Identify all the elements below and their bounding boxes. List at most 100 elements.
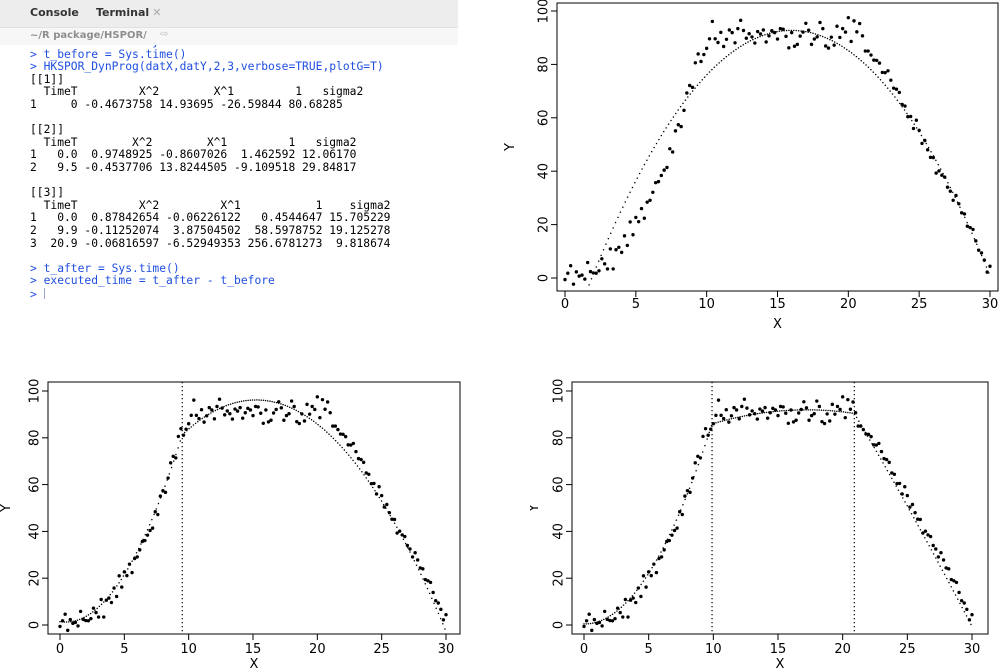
- fit-dot: [620, 606, 623, 608]
- data-point: [189, 413, 193, 418]
- data-point: [602, 262, 607, 266]
- working-directory-bar: ~/R package/HSPOR/ ⇨: [0, 28, 458, 45]
- data-point: [778, 404, 783, 409]
- data-point: [799, 407, 803, 412]
- data-point: [877, 441, 881, 446]
- fit-dot: [610, 232, 612, 234]
- data-point: [784, 34, 788, 39]
- data-point: [587, 612, 591, 616]
- data-point: [403, 534, 407, 539]
- plot-panel-fit-2: 0 5 10 15 20 25 30 0 20 40 60 80 100 X Y: [0, 372, 470, 672]
- data-point: [99, 597, 103, 602]
- data-point: [825, 412, 829, 416]
- fit-dot: [177, 447, 179, 449]
- x-tick-label: 5: [645, 642, 653, 657]
- fit-dot: [847, 411, 849, 414]
- data-point: [656, 179, 661, 184]
- fit-dot: [858, 420, 860, 422]
- data-point: [863, 49, 868, 53]
- fit-dot: [838, 44, 841, 46]
- console-panel[interactable]: Console Terminal✕ > #under continuity co…: [0, 0, 458, 340]
- console-output-line: [30, 112, 458, 125]
- fit-dot: [417, 569, 420, 571]
- data-point: [585, 260, 590, 265]
- data-point: [153, 510, 157, 514]
- fit-dot: [315, 422, 317, 424]
- data-point: [861, 427, 866, 432]
- fit-dot: [781, 410, 783, 412]
- data-point: [676, 123, 681, 127]
- data-point: [724, 37, 729, 42]
- tab-console[interactable]: Console: [30, 6, 79, 19]
- fit-dot: [734, 416, 737, 419]
- fit-dot: [347, 454, 350, 456]
- data-point: [784, 411, 788, 415]
- fit-dot: [891, 477, 893, 480]
- data-point: [747, 31, 751, 36]
- console-command-line: > executed_time = t_after - t_before: [30, 274, 275, 288]
- goto-directory-icon[interactable]: ⇨: [160, 29, 169, 40]
- data-point: [413, 550, 417, 555]
- close-icon[interactable]: ✕: [152, 6, 162, 19]
- fit-dot: [882, 81, 884, 84]
- console-output-line: 1 0.0 0.87842654 -0.06226122 0.4544647 1…: [30, 211, 391, 225]
- fit-dot: [218, 407, 221, 410]
- fit-dot: [647, 573, 649, 576]
- data-point: [807, 418, 811, 422]
- data-point: [114, 594, 119, 599]
- data-point: [908, 505, 912, 509]
- data-point: [736, 26, 740, 31]
- data-point: [323, 407, 327, 411]
- data-point: [374, 492, 379, 496]
- data-point: [269, 418, 273, 422]
- fit-dot: [886, 87, 889, 89]
- fit-dot: [906, 505, 908, 507]
- data-point: [89, 616, 93, 621]
- data-point: [300, 412, 304, 416]
- console-output-line: TimeT X^2 X^1 1 sigma2: [30, 198, 391, 212]
- data-point: [742, 397, 747, 401]
- fit-dot: [745, 414, 748, 417]
- data-point: [951, 198, 955, 203]
- fit-dot: [201, 417, 203, 420]
- data-point: [804, 406, 809, 410]
- fit-dot: [691, 90, 694, 92]
- y-tick-label: 100: [537, 0, 552, 23]
- y-tick-label: 20: [28, 570, 43, 587]
- data-point: [122, 570, 127, 574]
- data-point: [313, 407, 317, 412]
- data-point: [874, 58, 879, 63]
- data-point: [794, 418, 798, 422]
- data-point: [634, 600, 638, 605]
- fit-dot: [704, 444, 706, 447]
- fit-dot: [713, 66, 716, 69]
- data-point: [600, 257, 604, 261]
- tab-terminal[interactable]: Terminal ✕: [96, 6, 161, 26]
- data-point: [610, 619, 615, 623]
- fit-dot: [354, 462, 357, 464]
- fit-dot: [952, 590, 955, 592]
- data-point: [307, 412, 312, 416]
- y-axis-label: Y: [0, 504, 14, 513]
- y-axis-label: Y: [503, 143, 518, 152]
- fit-dot: [742, 44, 744, 46]
- console-output[interactable]: > #under continuity constraint.> t_befor…: [30, 35, 458, 300]
- data-point: [767, 34, 771, 38]
- fit-dot: [345, 451, 348, 454]
- data-point: [109, 600, 114, 605]
- data-point: [913, 510, 917, 515]
- data-point: [588, 269, 593, 274]
- fit-dot: [339, 444, 341, 446]
- fit-dot: [744, 42, 747, 45]
- data-point: [704, 46, 709, 51]
- fit-dot: [238, 400, 241, 403]
- fit-dot: [781, 30, 783, 32]
- data-point: [892, 472, 897, 477]
- fit-dot: [924, 536, 926, 539]
- console-output-line: [30, 250, 458, 263]
- fit-dot: [321, 427, 324, 430]
- fit-dot: [595, 266, 598, 268]
- data-point: [821, 26, 825, 31]
- fit-dot: [686, 493, 689, 495]
- fit-dot: [420, 573, 422, 576]
